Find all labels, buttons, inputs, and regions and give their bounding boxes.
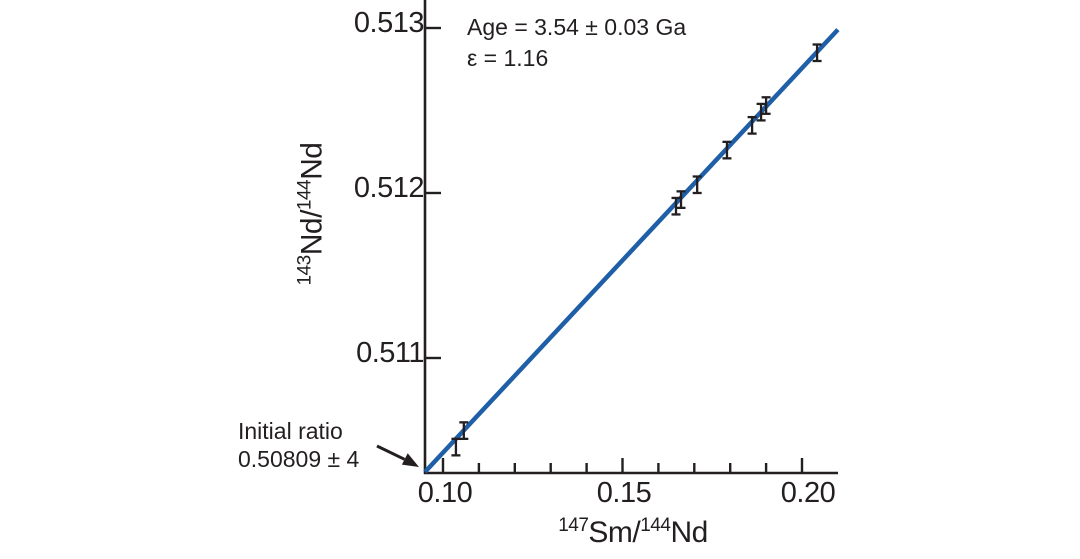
x-axis-label-sup2: 144 (640, 515, 671, 536)
y-tick-label-0513: 0.513 (353, 7, 425, 39)
x-tick-label-020: 0.20 (780, 477, 836, 509)
initial-ratio-label: Initial ratio (238, 418, 343, 444)
y-axis-label-end: Nd (295, 142, 329, 180)
arrow-shaft (376, 444, 406, 461)
x-axis-label-mid: Sm/ (588, 516, 641, 549)
y-axis-label-mid: Nd/ (295, 210, 329, 256)
x-axis-label: 147Sm/144Nd (558, 515, 708, 549)
initial-ratio-annotation: Initial ratio 0.50809 ± 4 (238, 417, 359, 473)
x-tick-label-010: 0.10 (417, 477, 473, 509)
y-tick-label-0511: 0.511 (356, 337, 424, 369)
epsilon-annotation: ε = 1.16 (467, 45, 549, 71)
y-axis-label-sup2: 144 (294, 179, 316, 211)
x-axis-label-end: Nd (670, 516, 708, 549)
y-tick-label-0512: 0.512 (353, 172, 425, 204)
arrow-head (401, 453, 419, 467)
initial-ratio-value: 0.50809 ± 4 (238, 446, 360, 472)
y-axis-label: 143Nd/144Nd (294, 142, 329, 286)
x-axis-label-sup1: 147 (558, 515, 589, 536)
x-tick-label-015: 0.15 (596, 477, 652, 509)
y-axis-label-sup1: 143 (294, 255, 316, 286)
isochron-line (423, 28, 840, 474)
age-annotation: Age = 3.54 ± 0.03 Ga (467, 14, 687, 40)
